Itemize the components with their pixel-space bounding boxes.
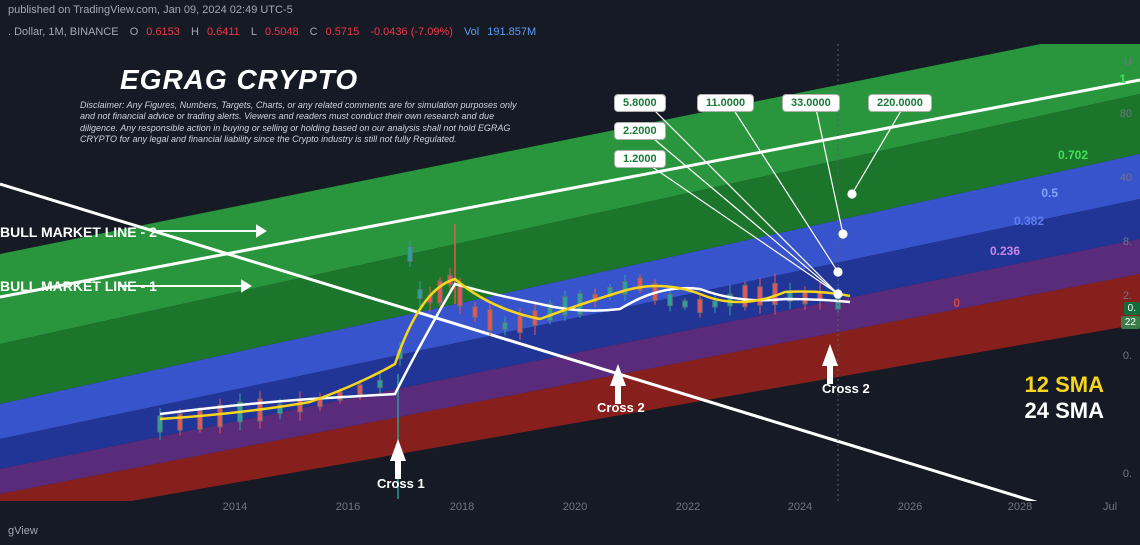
vol-value: 191.857M	[487, 26, 536, 38]
fib-0382: 0.382	[1014, 214, 1044, 228]
y-axis-2: 40	[1120, 172, 1132, 184]
ticker-prefix: . Dollar, 1M, BINANCE	[8, 26, 119, 38]
sma-24-label: 24 SMA	[1025, 398, 1104, 424]
y-axis-3: 8.	[1123, 236, 1132, 248]
bottom-bar: gView	[0, 521, 1140, 545]
chart-title: EGRAG CRYPTO	[120, 64, 358, 96]
ohlc-o: 0.6153	[146, 26, 180, 38]
ohlc-c: 0.5715	[326, 26, 360, 38]
y-axis-6: 0.	[1123, 468, 1132, 480]
fib-1: 1	[1119, 72, 1126, 86]
price-box-5: 33.0000	[782, 94, 840, 112]
y-axis-5: 0.	[1123, 350, 1132, 362]
xlabel-2016: 2016	[336, 501, 360, 513]
xlabel-jul: Jul	[1103, 501, 1117, 513]
ohlc-l-label: L	[251, 26, 257, 38]
bull-market-line-1-label: BULL MARKET LINE - 1	[0, 278, 157, 294]
price-box-6: 220.0000	[868, 94, 932, 112]
xlabel-2018: 2018	[450, 501, 474, 513]
price-box-2: 2.2000	[614, 122, 666, 140]
ohlc-o-label: O	[130, 26, 139, 38]
price-box-4: 11.0000	[697, 94, 754, 112]
xlabel-2022: 2022	[676, 501, 700, 513]
y-axis-1: 80	[1120, 108, 1132, 120]
vol-label: Vol	[464, 26, 479, 38]
disclaimer-text: Disclaimer: Any Figures, Numbers, Target…	[80, 100, 520, 145]
xlabel-2024: 2024	[788, 501, 812, 513]
cross-2a-label: Cross 2	[597, 400, 645, 415]
sma-12-label: 12 SMA	[1025, 372, 1104, 398]
xlabel-2014: 2014	[223, 501, 247, 513]
fib-0: 0	[953, 296, 960, 310]
fib-0702: 0.702	[1058, 148, 1088, 162]
price-tag-2: 22	[1121, 316, 1140, 329]
ohlc-l: 0.5048	[265, 26, 299, 38]
xlabel-2020: 2020	[563, 501, 587, 513]
price-tag-1: 0.	[1124, 302, 1140, 315]
price-box-3: 1.2000	[614, 150, 666, 168]
x-axis: 2014 2016 2018 2020 2022 2024 2026 2028 …	[0, 501, 1140, 521]
ohlc-change: -0.0436 (-7.09%)	[370, 26, 453, 38]
ohlc-c-label: C	[310, 26, 318, 38]
cross-2b-label: Cross 2	[822, 381, 870, 396]
price-box-1: 5.8000	[614, 94, 666, 112]
ohlc-h: 0.6411	[207, 26, 240, 38]
xlabel-2028: 2028	[1008, 501, 1032, 513]
fib-05: 0.5	[1041, 186, 1058, 200]
ticker-row: . Dollar, 1M, BINANCE O0.6153 H0.6411 L0…	[0, 22, 1140, 44]
fib-0236: 0.236	[990, 244, 1020, 258]
ohlc-h-label: H	[191, 26, 199, 38]
bull-market-line-2-label: BULL MARKET LINE - 2	[0, 224, 157, 240]
y-axis-0: U	[1124, 56, 1132, 68]
xlabel-2026: 2026	[898, 501, 922, 513]
publish-info: published on TradingView.com, Jan 09, 20…	[0, 0, 1140, 22]
y-axis-4: 2.	[1123, 290, 1132, 302]
cross-1-label: Cross 1	[377, 476, 425, 491]
